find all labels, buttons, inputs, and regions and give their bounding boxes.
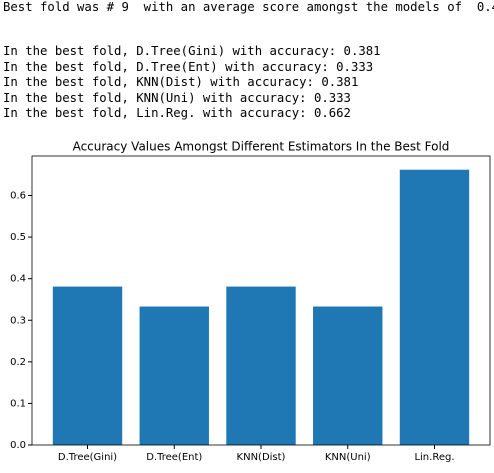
y-tick-label: 0.4 <box>10 274 26 285</box>
y-tick-label: 0.2 <box>10 357 26 368</box>
output-line: In the best fold, D.Tree(Ent) with accur… <box>3 59 374 74</box>
bar <box>313 306 383 445</box>
y-tick-label: 0.3 <box>10 315 26 326</box>
x-tick-label: D.Tree(Gini) <box>58 452 117 463</box>
output-line: In the best fold, KNN(Uni) with accuracy… <box>3 90 351 105</box>
y-tick-label: 0.5 <box>10 232 26 243</box>
x-tick-label: Lin.Reg. <box>414 452 454 463</box>
x-tick-label: KNN(Uni) <box>325 452 371 463</box>
chart-title: Accuracy Values Amongst Different Estima… <box>73 140 450 154</box>
summary-line: Best fold was # 9 with an average score … <box>3 0 494 14</box>
x-tick-label: D.Tree(Ent) <box>146 452 202 463</box>
bar <box>226 286 296 445</box>
bar <box>139 306 209 445</box>
output-line: In the best fold, Lin.Reg. with accuracy… <box>3 106 351 120</box>
x-tick-label: KNN(Dist) <box>237 452 286 463</box>
bar <box>52 286 123 445</box>
axes-frame <box>31 155 491 446</box>
y-tick-label: 0.6 <box>10 191 26 202</box>
output-line: In the best fold, D.Tree(Gini) with accu… <box>3 44 381 58</box>
output-line: In the best fold, KNN(Dist) with accurac… <box>3 75 359 89</box>
y-tick-label: 0.1 <box>10 398 26 409</box>
y-tick-label: 0.0 <box>10 440 26 451</box>
bar <box>399 169 470 446</box>
